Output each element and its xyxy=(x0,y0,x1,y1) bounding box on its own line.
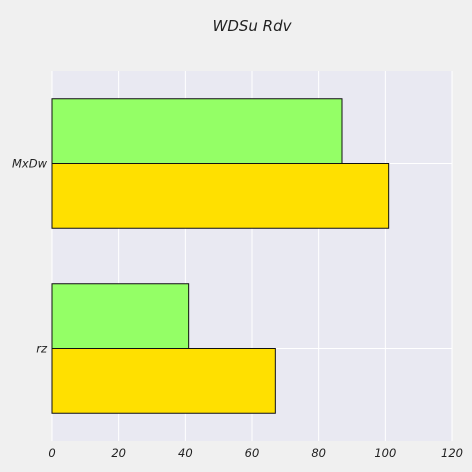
x-tick-label: 20 xyxy=(111,446,126,460)
x-tick-label: 100 xyxy=(374,446,396,460)
x-tick-label: 40 xyxy=(178,446,193,460)
chart-title: WDSu Rdv xyxy=(213,17,293,35)
bar xyxy=(51,163,390,229)
x-tick-label: 120 xyxy=(441,446,463,460)
y-tick-label: rz xyxy=(36,342,48,356)
y-axis-ticks: rz MxDw xyxy=(12,157,48,356)
bar xyxy=(51,348,276,414)
bar xyxy=(51,283,190,349)
y-tick-label: MxDw xyxy=(12,157,48,171)
x-axis-ticks: 0 20 40 60 80 100 120 xyxy=(48,446,463,460)
x-tick-label: 0 xyxy=(48,446,55,460)
bars xyxy=(51,98,390,414)
bar xyxy=(51,98,343,164)
x-tick-label: 60 xyxy=(245,446,260,460)
x-tick-label: 80 xyxy=(311,446,326,460)
